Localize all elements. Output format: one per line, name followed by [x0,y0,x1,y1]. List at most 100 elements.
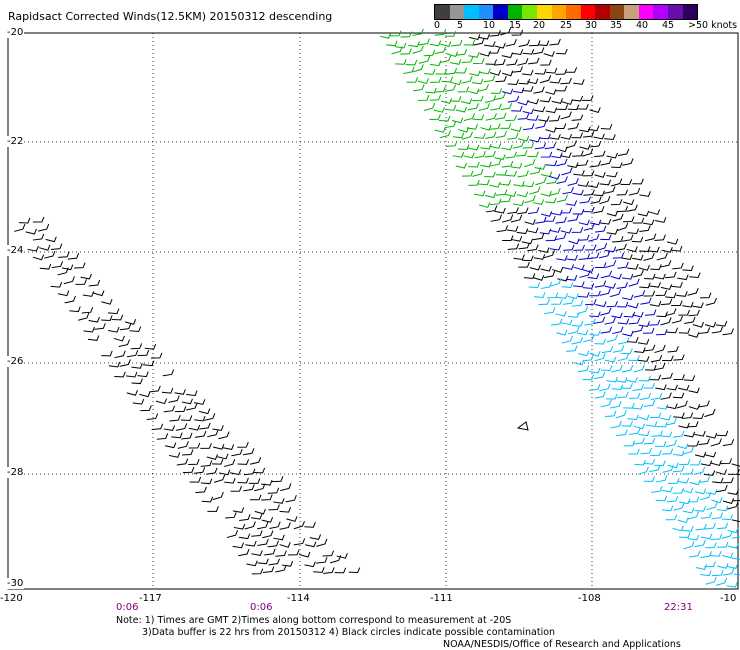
wind-barb [649,374,662,381]
wind-barb [151,423,164,431]
wind-barb [494,154,506,160]
land-outline [516,421,529,431]
wind-barb [540,191,552,197]
wind-barb [517,135,530,142]
wind-barb [460,98,473,105]
colorbar-swatch [536,5,552,19]
wind-barb [267,487,280,494]
wind-barb [626,377,638,383]
colorbar-swatch [580,5,596,19]
wind-barb [698,438,710,446]
wind-barb [556,146,568,153]
wind-barb [440,98,453,104]
wind-barb [722,552,734,559]
wind-barb [485,205,498,213]
wind-barb [81,307,94,314]
wind-barb [455,67,467,74]
wind-barb [511,29,524,36]
wind-barb [589,330,601,336]
wind-barb [423,69,436,75]
wind-barb [146,413,159,421]
wind-barb [632,311,644,318]
wind-barb [429,94,442,101]
wind-barb [554,123,567,129]
wind-barb [644,273,656,280]
wind-barb [502,70,514,77]
wind-barb [578,253,591,261]
wind-barb [75,279,87,285]
lat-label: -20 [6,27,25,38]
wind-barb [572,150,584,157]
wind-barb [704,451,717,458]
wind-barb [621,273,634,280]
wind-barb [423,102,436,111]
wind-barb [699,292,712,299]
wind-barb [473,58,485,65]
wind-barb [604,317,616,325]
wind-barb [610,273,622,280]
lat-label: -24 [6,245,25,256]
wind-barb [243,448,255,456]
wind-barb [545,89,557,95]
wind-barb [505,151,517,159]
wind-barb [474,133,486,139]
wind-barb [223,459,236,467]
wind-barb [39,263,52,270]
wind-barb [695,523,707,531]
wind-barb [571,227,584,233]
wind-barb [622,234,634,242]
wind-barb [444,31,457,37]
wind-barb [200,443,212,449]
wind-barb [665,271,677,279]
wind-barb [682,526,694,532]
wind-barb [589,107,601,113]
wind-barb [583,334,595,343]
wind-barb [673,450,685,457]
colorbar-swatch [478,5,494,19]
wind-barb [583,189,595,196]
wind-barb [253,467,266,474]
wind-barb [557,275,569,282]
wind-barb [182,449,194,456]
wind-barb [534,163,546,170]
wind-barb [412,64,424,73]
wind-barb [500,102,513,111]
wind-barb [348,567,361,574]
wind-barb [529,40,541,47]
wind-barb [716,484,728,493]
wind-barb [513,254,525,261]
wind-barb [579,269,591,278]
wind-barb [612,236,624,243]
wind-barb [501,214,514,223]
wind-barb [594,338,606,345]
wind-barb [434,46,447,54]
wind-barb [468,34,481,41]
wind-barb [584,318,596,326]
wind-barb [527,244,539,252]
wind-barb [639,246,651,252]
wind-barb [660,431,673,438]
wind-barb [412,28,424,36]
lon-label: -111 [430,593,453,604]
wind-barb [682,507,695,514]
wind-barb [601,346,614,354]
wind-barb [692,413,705,420]
wind-barb [656,403,669,410]
wind-barb [194,415,206,422]
wind-barb [604,134,616,141]
wind-barb [711,512,723,520]
wind-barb [461,76,473,84]
wind-barb [682,446,694,455]
wind-barb [672,262,684,270]
wind-barb [632,217,645,224]
wind-barb [451,117,464,124]
wind-barb [534,142,547,150]
wind-barb [118,339,131,348]
wind-barb [186,390,198,397]
wind-barb [527,207,540,215]
wind-barb [682,301,694,308]
wind-barb [224,477,236,484]
wind-barb [694,539,706,548]
wind-barb [698,327,711,334]
wind-barb [589,290,601,297]
